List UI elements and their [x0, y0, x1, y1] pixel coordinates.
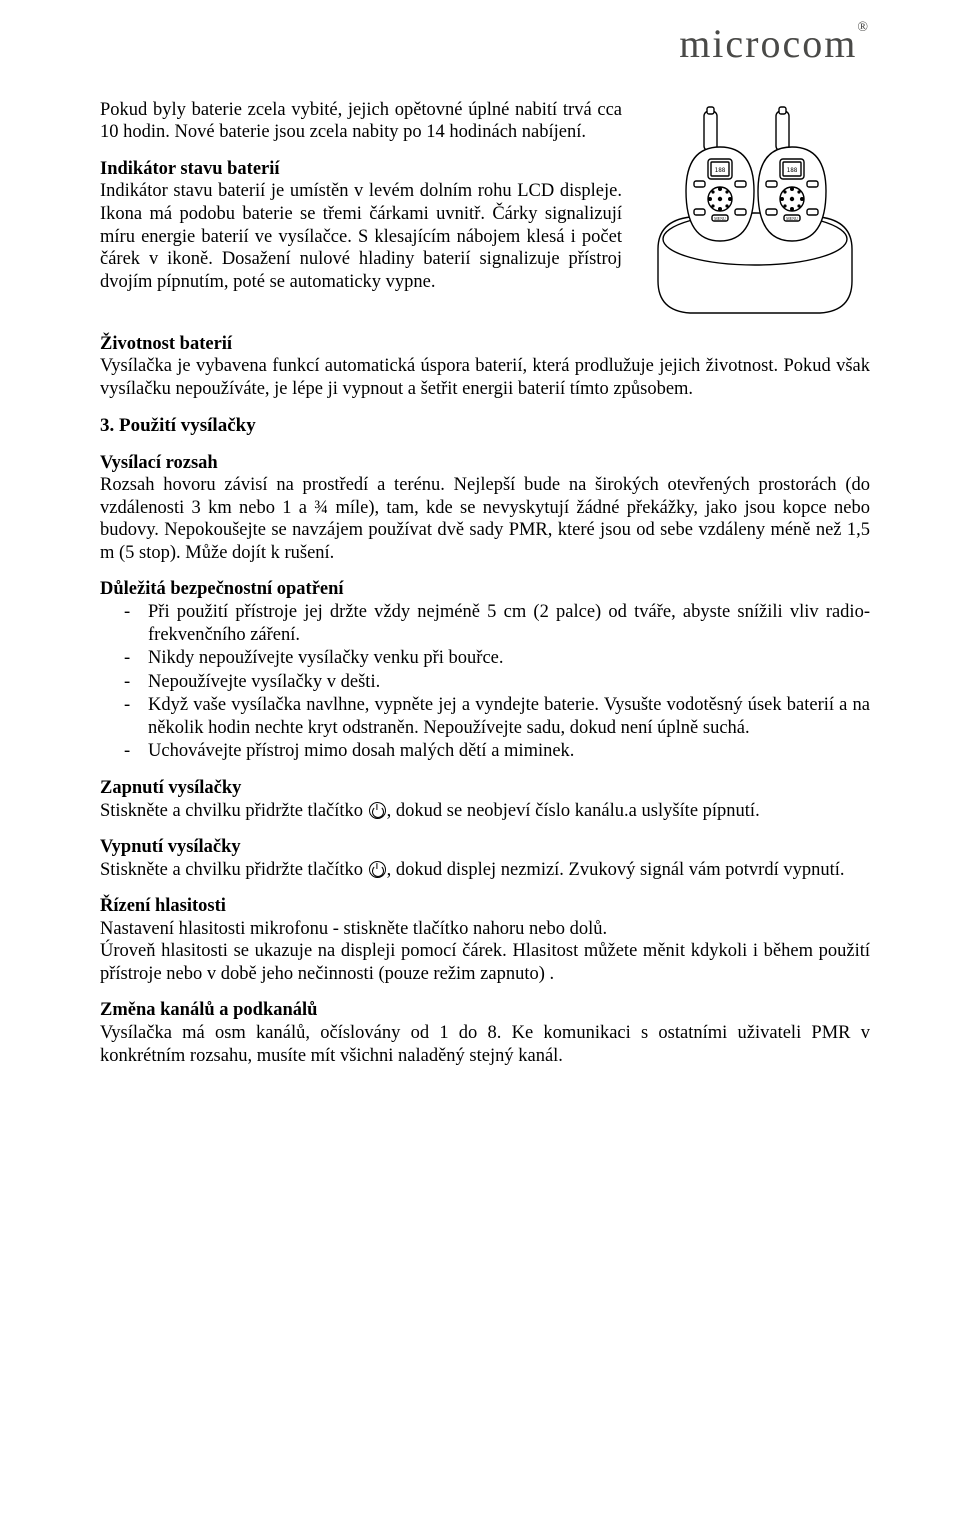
logo-text: microcom [679, 21, 857, 66]
battery-indicator-heading: Indikátor stavu baterií [100, 158, 622, 181]
power-off-text-after: , dokud displej nezmizí. Zvukový signál … [387, 860, 845, 880]
battery-life-paragraph: Vysílačka je vybavena funkcí automatická… [100, 356, 870, 399]
radio-charger-svg: 188 MENU [640, 99, 870, 319]
logo-header: microcom® [100, 20, 870, 69]
intro-text-column: Pokud byly baterie zcela vybité, jejich … [100, 99, 622, 319]
transmit-range-heading: Vysílací rozsah [100, 453, 218, 473]
svg-text:188: 188 [787, 167, 798, 174]
channels-paragraph: Vysílačka má osm kanálů, očíslovány od 1… [100, 1023, 870, 1066]
list-item: Nikdy nepoužívejte vysílačky venku při b… [148, 647, 870, 670]
intro-paragraph-1: Pokud byly baterie zcela vybité, jejich … [100, 99, 622, 144]
battery-life-heading: Životnost baterií [100, 334, 232, 354]
power-icon [369, 861, 386, 878]
power-on-heading: Zapnutí vysílačky [100, 778, 241, 798]
svg-text:188: 188 [715, 167, 726, 174]
brand-logo: microcom® [679, 20, 870, 69]
safety-section: Důležitá bezpečnostní opatření Při použi… [100, 578, 870, 763]
list-item: Při použití přístroje jej držte vždy nej… [148, 601, 870, 646]
svg-text:MENU: MENU [786, 216, 798, 221]
volume-paragraph-1: Nastavení hlasitosti mikrofonu - stiskně… [100, 919, 607, 939]
battery-life-section: Životnost baterií Vysílačka je vybavena … [100, 333, 870, 401]
channels-heading: Změna kanálů a podkanálů [100, 1000, 317, 1020]
power-off-section: Vypnutí vysílačky Stiskněte a chvilku př… [100, 836, 870, 881]
volume-section: Řízení hlasitosti Nastavení hlasitosti m… [100, 895, 870, 985]
registered-icon: ® [857, 20, 870, 35]
channels-section: Změna kanálů a podkanálů Vysílačka má os… [100, 999, 870, 1067]
volume-heading: Řízení hlasitosti [100, 896, 226, 916]
list-item: Nepoužívejte vysílačky v dešti. [148, 671, 870, 694]
svg-text:MENU: MENU [714, 216, 726, 221]
power-on-text-before: Stiskněte a chvilku přidržte tlačítko [100, 801, 368, 821]
intro-block: Pokud byly baterie zcela vybité, jejich … [100, 99, 870, 319]
list-item: Když vaše vysílačka navlhne, vypněte jej… [148, 694, 870, 739]
power-on-section: Zapnutí vysílačky Stiskněte a chvilku př… [100, 777, 870, 822]
power-icon [369, 802, 386, 819]
list-item: Uchovávejte přístroj mimo dosah malých d… [148, 740, 870, 763]
transmit-range-section: Vysílací rozsah Rozsah hovoru závisí na … [100, 452, 870, 565]
power-off-heading: Vypnutí vysílačky [100, 837, 241, 857]
volume-paragraph-2: Úroveň hlasitosti se ukazuje na displeji… [100, 940, 870, 985]
safety-list: Při použití přístroje jej držte vždy nej… [100, 601, 870, 763]
power-on-text-after: , dokud se neobjeví číslo kanálu.a uslyš… [387, 801, 760, 821]
safety-heading: Důležitá bezpečnostní opatření [100, 578, 870, 601]
section-3-heading: 3. Použití vysílačky [100, 414, 870, 437]
transmit-range-paragraph: Rozsah hovoru závisí na prostředí a teré… [100, 475, 870, 563]
battery-indicator-section: Indikátor stavu baterií Indikátor stavu … [100, 158, 622, 293]
power-off-text-before: Stiskněte a chvilku přidržte tlačítko [100, 860, 368, 880]
battery-indicator-paragraph: Indikátor stavu baterií je umístěn v lev… [100, 180, 622, 293]
radio-illustration: 188 MENU [640, 99, 870, 319]
